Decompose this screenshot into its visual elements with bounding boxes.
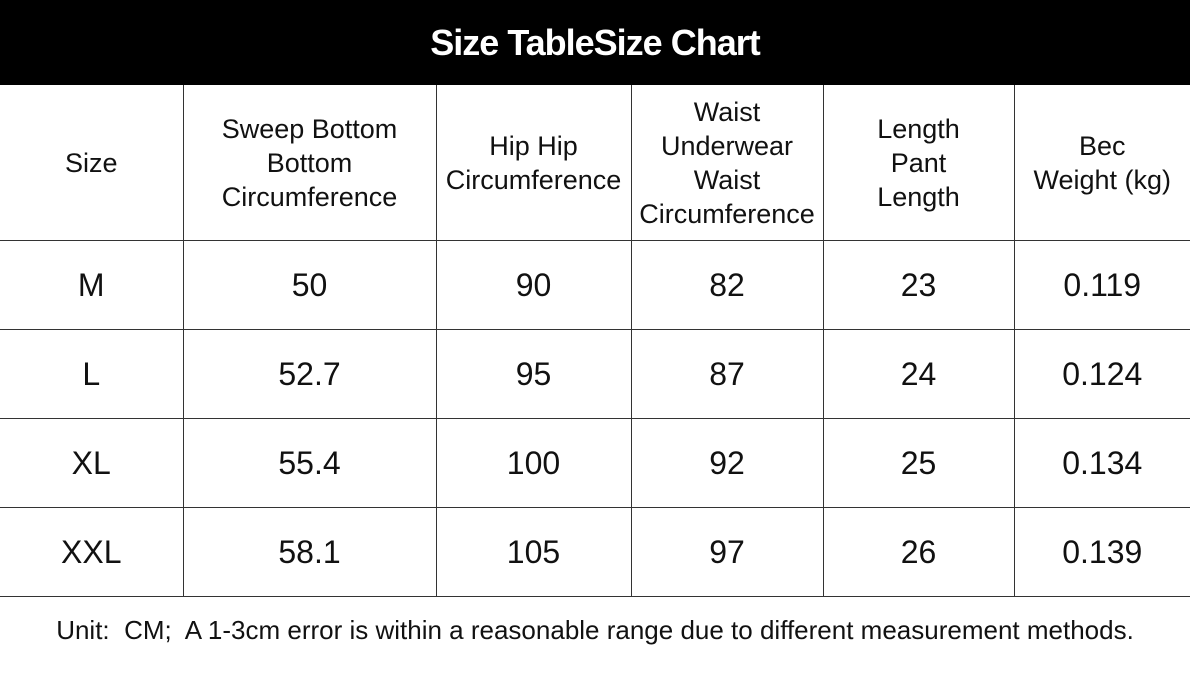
header-line: Weight (kg) <box>1033 164 1172 195</box>
size-cell: L <box>0 329 184 419</box>
value-cell: 0.134 <box>1013 418 1190 508</box>
value-cell: 0.124 <box>1013 329 1190 419</box>
header-line: Hip Hip <box>489 130 578 161</box>
table-row: L 52.7 95 87 24 0.124 <box>0 329 1190 419</box>
column-header: Length Pant Length <box>822 85 1015 241</box>
value-cell: 24 <box>822 329 1015 419</box>
value-cell: 52.7 <box>182 329 437 419</box>
value-cell: 0.139 <box>1013 507 1190 597</box>
header-line: Circumference <box>639 198 815 229</box>
table-body: M 50 90 82 23 0.119 L 52.7 95 87 24 0.124 XL 55.4 100 9… <box>0 240 1190 597</box>
value-cell: 82 <box>630 240 824 330</box>
value-cell: 58.1 <box>182 507 437 597</box>
value-cell: 90 <box>435 240 632 330</box>
header-line: Length <box>877 181 960 212</box>
size-cell: XL <box>0 418 184 508</box>
value-cell: 100 <box>435 418 632 508</box>
header-line: Circumference <box>445 164 622 195</box>
value-cell: 95 <box>435 329 632 419</box>
header-line: Waist <box>693 96 761 127</box>
column-header: Bec Weight (kg) <box>1013 85 1190 241</box>
table-row: XXL 58.1 105 97 26 0.139 <box>0 507 1190 597</box>
header-line: Pant <box>890 147 947 178</box>
table-row: M 50 90 82 23 0.119 <box>0 240 1190 330</box>
value-cell: 55.4 <box>182 418 437 508</box>
header-line: Underwear <box>660 130 794 161</box>
value-cell: 92 <box>630 418 824 508</box>
size-cell: M <box>0 240 184 330</box>
header-line: Size <box>64 147 118 178</box>
value-cell: 0.119 <box>1013 240 1190 330</box>
header-line: Circumference <box>221 181 398 212</box>
value-cell: 26 <box>822 507 1015 597</box>
header-line: Sweep Bottom <box>221 113 398 144</box>
value-cell: 105 <box>435 507 632 597</box>
title-bar: Size TableSize Chart <box>0 0 1190 85</box>
footnote: Unit: CM; A 1-3cm error is within a reas… <box>56 615 1134 645</box>
header-line: Bec <box>1078 130 1126 161</box>
size-table: Size Sweep Bottom Bottom Circumference Hip H… <box>0 85 1190 597</box>
title: Size TableSize Chart <box>430 21 760 63</box>
column-header: Size <box>0 85 184 241</box>
table-row: XL 55.4 100 92 25 0.134 <box>0 418 1190 508</box>
value-cell: 23 <box>822 240 1015 330</box>
header-line: Waist <box>693 164 761 195</box>
value-cell: 97 <box>630 507 824 597</box>
size-cell: XXL <box>0 507 184 597</box>
column-header: Hip Hip Circumference <box>435 85 632 241</box>
column-header: Waist Underwear Waist Circumference <box>630 85 824 241</box>
header-line: Bottom <box>266 147 353 178</box>
header-row: Size Sweep Bottom Bottom Circumference Hip H… <box>0 85 1190 241</box>
value-cell: 50 <box>182 240 437 330</box>
header-line: Length <box>877 113 960 144</box>
value-cell: 87 <box>630 329 824 419</box>
value-cell: 25 <box>822 418 1015 508</box>
column-header: Sweep Bottom Bottom Circumference <box>182 85 437 241</box>
